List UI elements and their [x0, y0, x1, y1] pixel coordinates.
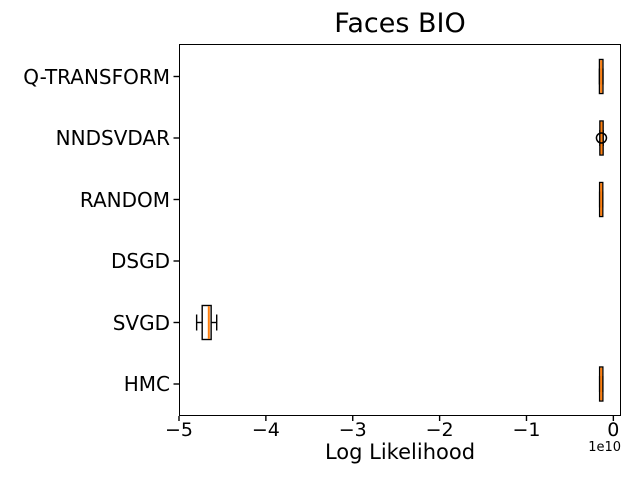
- x-axis-offset-label: 1e10: [588, 440, 621, 455]
- chart-title: Faces BIO: [334, 8, 466, 39]
- y-tick-label-svgd: SVGD: [112, 310, 170, 335]
- x-tick-label-neg2: −2: [425, 419, 454, 441]
- x-tick-label-neg5: −5: [164, 419, 193, 441]
- x-axis-label: Log Likelihood: [324, 440, 476, 464]
- plot-area: [179, 44, 621, 416]
- x-tick-label-neg1: −1: [512, 419, 541, 441]
- x-tick-label-neg3: −3: [338, 419, 367, 441]
- y-tick-label-dsgd: DSGD: [111, 249, 170, 273]
- x-tick-label-0: 0: [607, 419, 620, 441]
- x-tick-label-neg4: −4: [251, 419, 280, 441]
- y-tick-label-nndsvdar: NNDSVDAR: [55, 126, 170, 150]
- y-tick-label-random: RANDOM: [79, 187, 170, 212]
- y-tick-label-q-transform: Q-TRANSFORM: [23, 64, 170, 89]
- y-tick-label-hmc: HMC: [123, 372, 170, 396]
